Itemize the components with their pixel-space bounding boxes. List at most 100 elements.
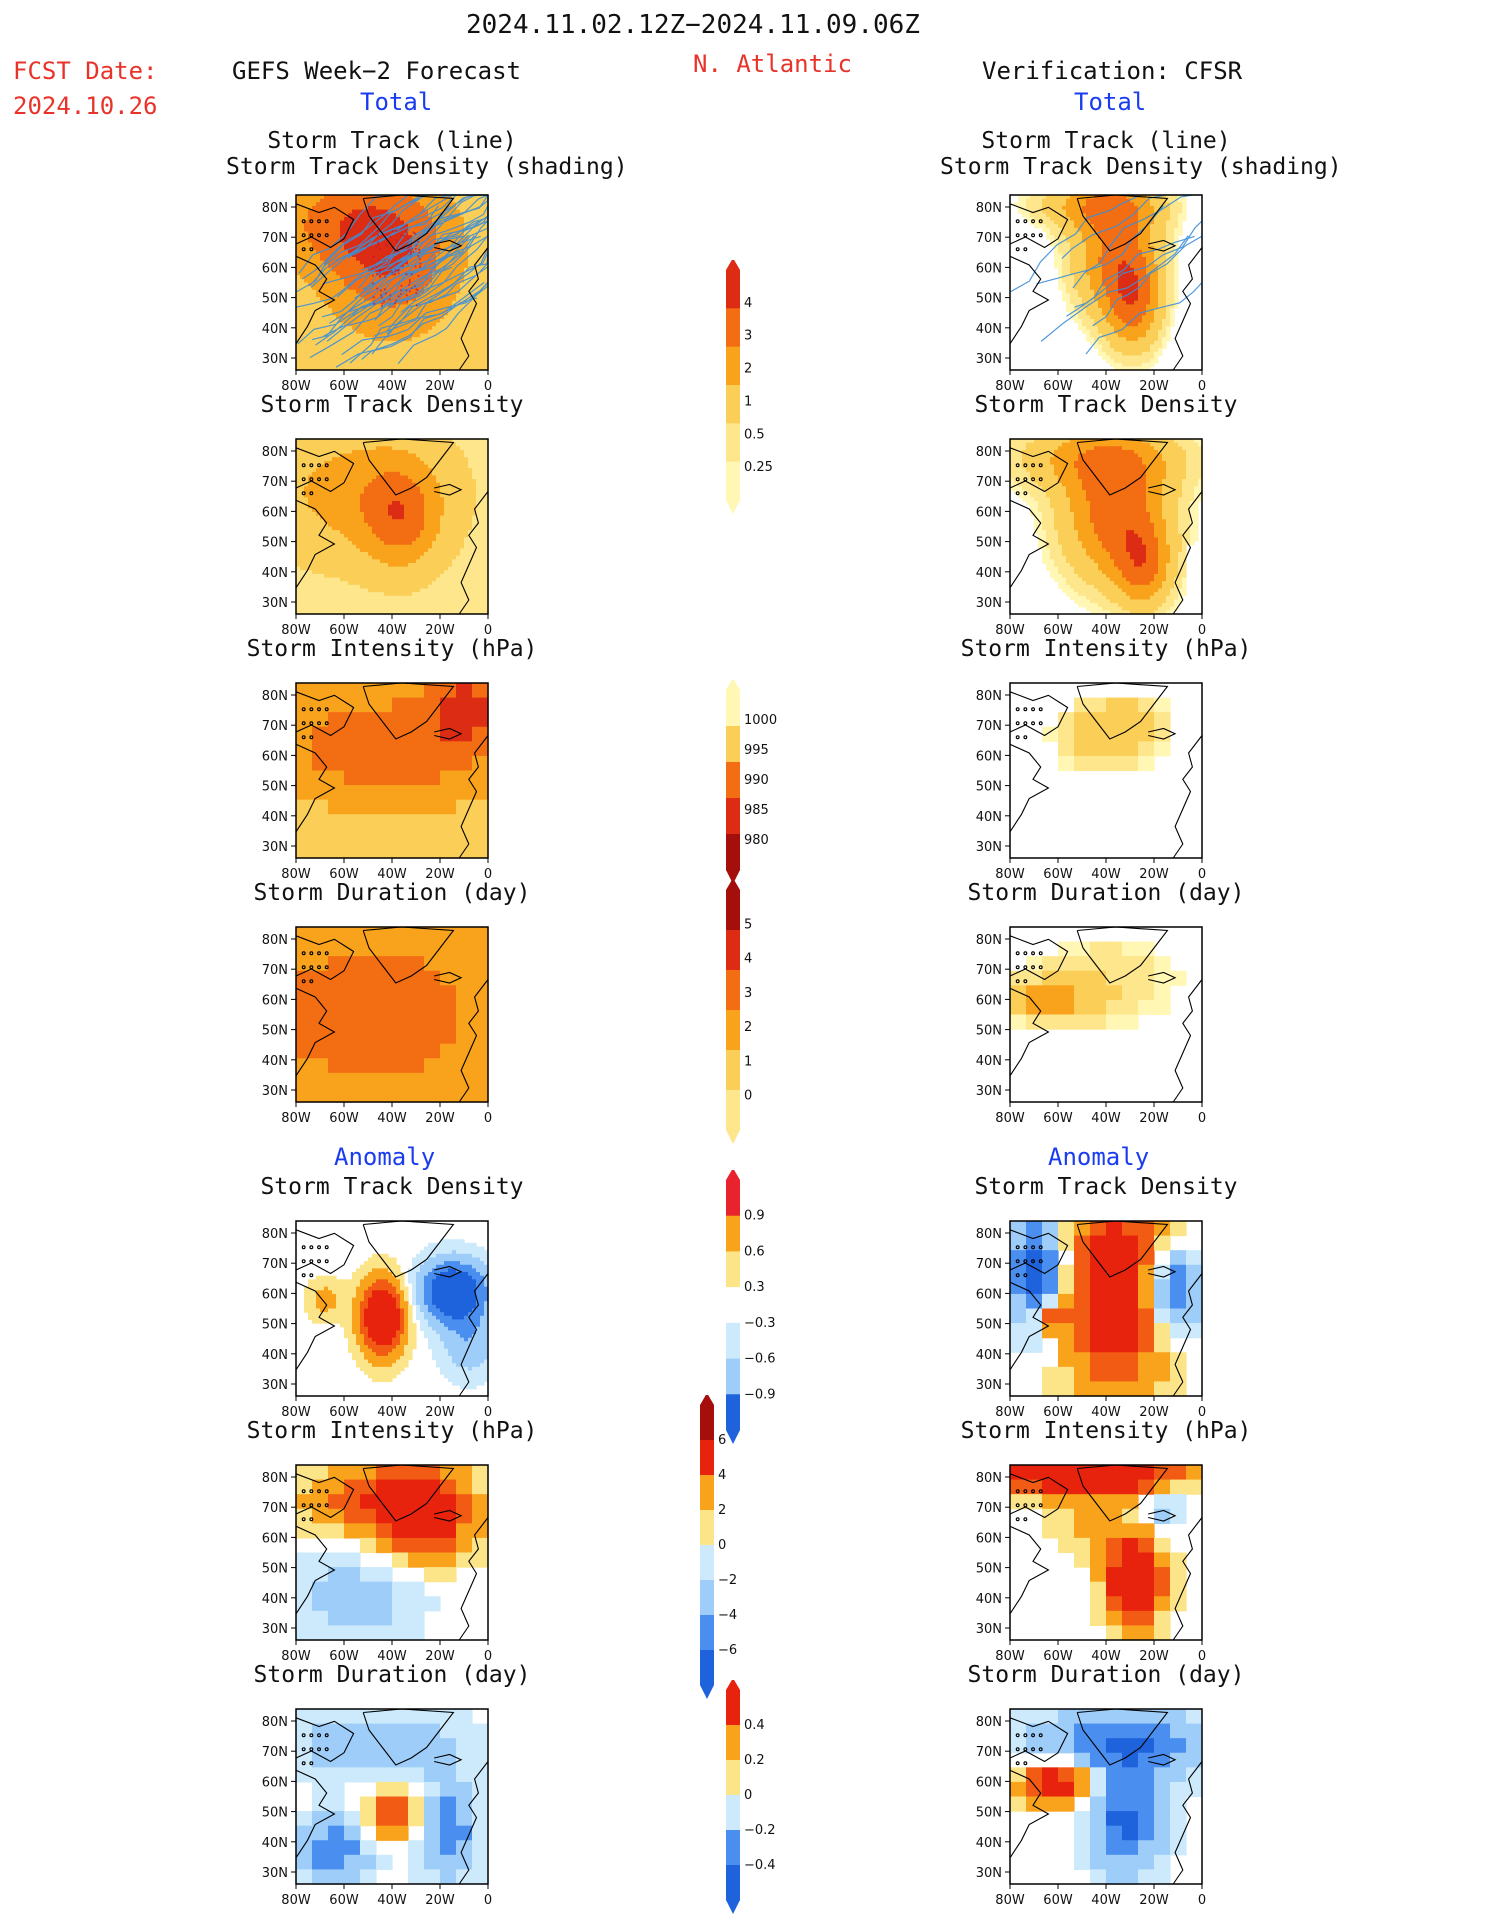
lat-tick-label: 40N	[262, 810, 288, 825]
colorbar-label: 0.2	[744, 1753, 765, 1768]
lat-tick-label: 30N	[262, 1622, 288, 1637]
colorbar-label: 985	[744, 803, 769, 818]
lat-tick-label: 60N	[262, 1775, 288, 1790]
lat-tick-label: 40N	[262, 566, 288, 581]
lat-tick-label: 30N	[976, 1622, 1002, 1637]
lat-tick-label: 70N	[262, 719, 288, 734]
lon-tick-label: 40W	[1091, 1111, 1121, 1126]
lat-tick-label: 70N	[976, 1501, 1002, 1516]
lat-tick-label: 80N	[976, 1471, 1002, 1486]
lon-tick-label: 20W	[425, 1111, 455, 1126]
left-total-label: Total	[360, 88, 432, 116]
lat-tick-label: 60N	[262, 505, 288, 520]
lon-tick-label: 60W	[329, 1893, 359, 1908]
colorbar-label: 2	[744, 362, 752, 377]
region-title: N. Atlantic	[693, 50, 852, 78]
lon-tick-label: 20W	[1139, 1893, 1169, 1908]
lat-tick-label: 60N	[976, 505, 1002, 520]
lat-tick-label: 70N	[976, 1257, 1002, 1272]
lon-tick-label: 60W	[1043, 1893, 1073, 1908]
lat-tick-label: 40N	[262, 1592, 288, 1607]
lat-tick-label: 70N	[262, 963, 288, 978]
lat-tick-label: 80N	[976, 1227, 1002, 1242]
lat-tick-label: 40N	[262, 1836, 288, 1851]
lat-tick-label: 40N	[976, 566, 1002, 581]
colorbar-label: −0.3	[744, 1316, 776, 1331]
lat-tick-label: 30N	[262, 596, 288, 611]
colorbar-label: 4	[718, 1468, 726, 1483]
colorbar-label: 995	[744, 743, 769, 758]
colorbar-label: −0.2	[744, 1823, 776, 1838]
lat-tick-label: 30N	[262, 1378, 288, 1393]
lat-tick-label: 60N	[976, 993, 1002, 1008]
lat-tick-label: 30N	[262, 840, 288, 855]
lon-tick-label: 60W	[1043, 1111, 1073, 1126]
colorbar-label: 5	[744, 917, 752, 932]
colorbar-label: 6	[718, 1433, 726, 1448]
lat-tick-label: 30N	[262, 1084, 288, 1099]
duration-anom-colorbar: 0.40.20−0.2−0.4	[718, 1680, 808, 1930]
lat-tick-label: 70N	[262, 1745, 288, 1760]
lat-tick-label: 60N	[262, 749, 288, 764]
lat-tick-label: 70N	[262, 1257, 288, 1272]
lat-tick-label: 40N	[262, 322, 288, 337]
lon-tick-label: 60W	[329, 1111, 359, 1126]
lat-tick-label: 60N	[976, 1775, 1002, 1790]
lat-tick-label: 80N	[976, 689, 1002, 704]
colorbar-label: 2	[744, 1020, 752, 1035]
lon-tick-label: 80W	[281, 1111, 311, 1126]
lat-tick-label: 40N	[262, 1054, 288, 1069]
lat-tick-label: 60N	[976, 261, 1002, 276]
lat-tick-label: 60N	[262, 993, 288, 1008]
fcst-date-label: FCST Date:	[13, 57, 158, 85]
colorbar-label: −6	[718, 1643, 737, 1658]
lat-tick-label: 50N	[976, 292, 1002, 307]
lat-tick-label: 80N	[262, 445, 288, 460]
lat-tick-label: 70N	[262, 475, 288, 490]
lat-tick-label: 80N	[976, 1715, 1002, 1730]
lat-tick-label: 70N	[262, 231, 288, 246]
colorbar-label: −0.6	[744, 1352, 776, 1367]
lon-tick-label: 0	[1198, 1111, 1206, 1126]
lat-tick-label: 70N	[976, 231, 1002, 246]
lat-tick-label: 50N	[262, 1806, 288, 1821]
lat-tick-label: 80N	[976, 201, 1002, 216]
lat-tick-label: 30N	[976, 1866, 1002, 1881]
colorbar-label: 3	[744, 986, 752, 1001]
lat-tick-label: 30N	[976, 1084, 1002, 1099]
lat-tick-label: 80N	[262, 201, 288, 216]
colorbar-label: 1	[744, 394, 752, 409]
colorbar-label: 0.25	[744, 460, 773, 475]
colorbar-label: 1	[744, 1054, 752, 1069]
lat-tick-label: 50N	[976, 536, 1002, 551]
lat-tick-label: 40N	[976, 322, 1002, 337]
lat-tick-label: 30N	[976, 1378, 1002, 1393]
right-total-label: Total	[1074, 88, 1146, 116]
colorbar-label: 0.3	[744, 1280, 765, 1295]
lat-tick-label: 80N	[262, 1715, 288, 1730]
colorbar-label: 3	[744, 329, 752, 344]
lat-tick-label: 50N	[976, 1024, 1002, 1039]
lat-tick-label: 40N	[976, 1836, 1002, 1851]
lat-tick-label: 60N	[976, 1531, 1002, 1546]
lon-tick-label: 80W	[995, 1111, 1025, 1126]
colorbar-label: 4	[744, 296, 752, 311]
fcst-date-value: 2024.10.26	[13, 92, 158, 120]
lat-tick-label: 30N	[976, 596, 1002, 611]
lon-tick-label: 0	[1198, 1893, 1206, 1908]
lat-tick-label: 70N	[976, 719, 1002, 734]
lat-tick-label: 60N	[262, 1531, 288, 1546]
lat-tick-label: 80N	[976, 933, 1002, 948]
lon-tick-label: 20W	[425, 1893, 455, 1908]
lat-tick-label: 40N	[976, 1348, 1002, 1363]
lat-tick-label: 40N	[976, 1592, 1002, 1607]
lat-tick-label: 80N	[262, 933, 288, 948]
lon-tick-label: 80W	[281, 1893, 311, 1908]
